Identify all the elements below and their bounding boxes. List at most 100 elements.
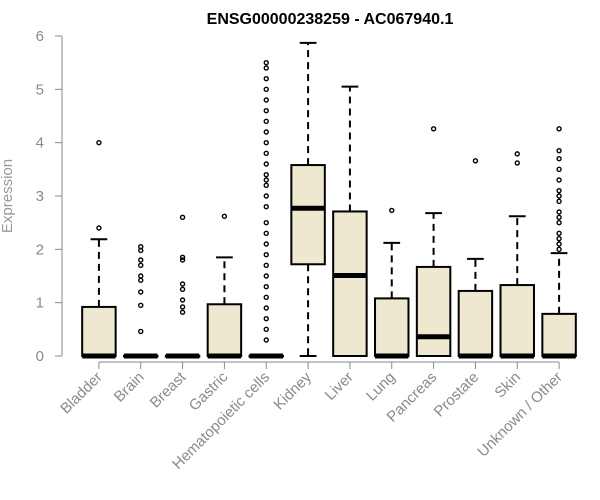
outlier-point — [263, 283, 269, 290]
outlier-point — [556, 214, 562, 221]
outlier-point — [556, 187, 562, 194]
outlier-point — [263, 262, 269, 269]
y-tick-label: 3 — [36, 188, 44, 205]
box — [81, 305, 117, 357]
x-tick-label: Prostate — [431, 369, 483, 421]
box-group — [415, 126, 452, 357]
outlier-point — [514, 160, 520, 166]
box-group — [290, 41, 326, 357]
outlier-point — [556, 177, 562, 183]
outlier-point — [556, 209, 562, 215]
outlier-point — [138, 302, 144, 309]
outlier-point — [179, 257, 186, 263]
box — [374, 297, 410, 357]
outlier-point — [263, 241, 269, 247]
outlier-point — [389, 207, 395, 214]
outlier-point — [556, 155, 562, 162]
x-tick-label: Liver — [322, 369, 357, 404]
y-tick-label: 6 — [36, 28, 44, 45]
outlier-point — [263, 150, 269, 157]
outlier-point — [263, 171, 269, 178]
outlier-point — [556, 198, 562, 205]
x-tick-label: Brain — [111, 369, 148, 406]
y-tick-label: 5 — [36, 81, 44, 98]
outlier-point — [263, 177, 269, 183]
outlier-point — [263, 59, 269, 66]
outlier-point — [556, 193, 562, 199]
outlier-point — [556, 230, 562, 237]
outlier-point — [263, 75, 269, 82]
x-tick-label: Bladder — [57, 369, 106, 418]
box-group — [206, 213, 243, 359]
y-tick-label: 4 — [36, 135, 44, 152]
outlier-point — [221, 213, 228, 219]
outlier-point — [96, 225, 102, 231]
y-tick-label: 0 — [36, 348, 44, 365]
box — [415, 265, 452, 357]
outlier-point — [179, 309, 186, 315]
outlier-point — [263, 305, 269, 311]
box-group — [541, 126, 577, 359]
box-group — [499, 151, 535, 359]
outlier-point — [138, 257, 144, 263]
outlier-point — [263, 203, 269, 210]
outlier-point — [263, 118, 269, 125]
outlier-point — [138, 277, 144, 283]
outlier-point — [179, 297, 186, 303]
outlier-point — [514, 151, 520, 157]
y-tick-label: 1 — [36, 295, 44, 312]
outlier-point — [138, 262, 144, 269]
outlier-point — [263, 251, 269, 258]
y-axis-label: Expression — [0, 159, 16, 233]
outlier-point — [472, 158, 479, 164]
outlier-point — [263, 294, 269, 301]
outlier-point — [263, 315, 269, 322]
chart-title: ENSG00000238259 - AC067940.1 — [207, 11, 454, 28]
outlier-point — [556, 246, 562, 253]
outlier-point — [138, 328, 144, 335]
outlier-point — [263, 161, 269, 167]
outlier-point — [556, 147, 562, 154]
outlier-point — [263, 326, 269, 333]
y-tick-label: 2 — [36, 241, 44, 258]
outlier-point — [138, 289, 144, 295]
outlier-point — [179, 214, 186, 221]
outlier-point — [430, 126, 437, 132]
box-group — [332, 85, 368, 357]
outlier-point — [179, 281, 186, 287]
outlier-point — [263, 230, 269, 237]
outlier-point — [556, 241, 562, 247]
outlier-point — [179, 304, 186, 310]
x-tick-label: Lung — [363, 369, 399, 405]
outlier-point — [138, 243, 144, 250]
box — [290, 164, 326, 266]
x-tick-label: Breast — [147, 368, 190, 411]
outlier-point — [263, 337, 269, 343]
outlier-point — [263, 129, 269, 135]
outlier-point — [138, 273, 144, 279]
outlier-point — [263, 65, 269, 71]
box-group — [81, 139, 117, 359]
outlier-point — [263, 139, 269, 146]
outlier-point — [556, 126, 562, 132]
box-group — [374, 207, 410, 359]
outlier-point — [263, 219, 269, 226]
outlier-point — [556, 166, 562, 173]
box-group — [123, 243, 159, 359]
outlier-point — [263, 193, 269, 199]
box — [541, 312, 577, 358]
outlier-point — [556, 219, 562, 226]
outlier-point — [263, 107, 269, 114]
box — [332, 210, 368, 357]
x-tick-label: Kidney — [270, 368, 315, 413]
axes: 0 1 2 3 4 5 6 — [36, 28, 560, 369]
box-group — [164, 214, 201, 359]
x-tick-label: Skin — [491, 369, 524, 402]
box-group — [248, 59, 284, 359]
outlier-point — [556, 235, 562, 242]
boxes — [81, 41, 577, 359]
box — [206, 303, 243, 357]
outlier-point — [263, 86, 269, 93]
